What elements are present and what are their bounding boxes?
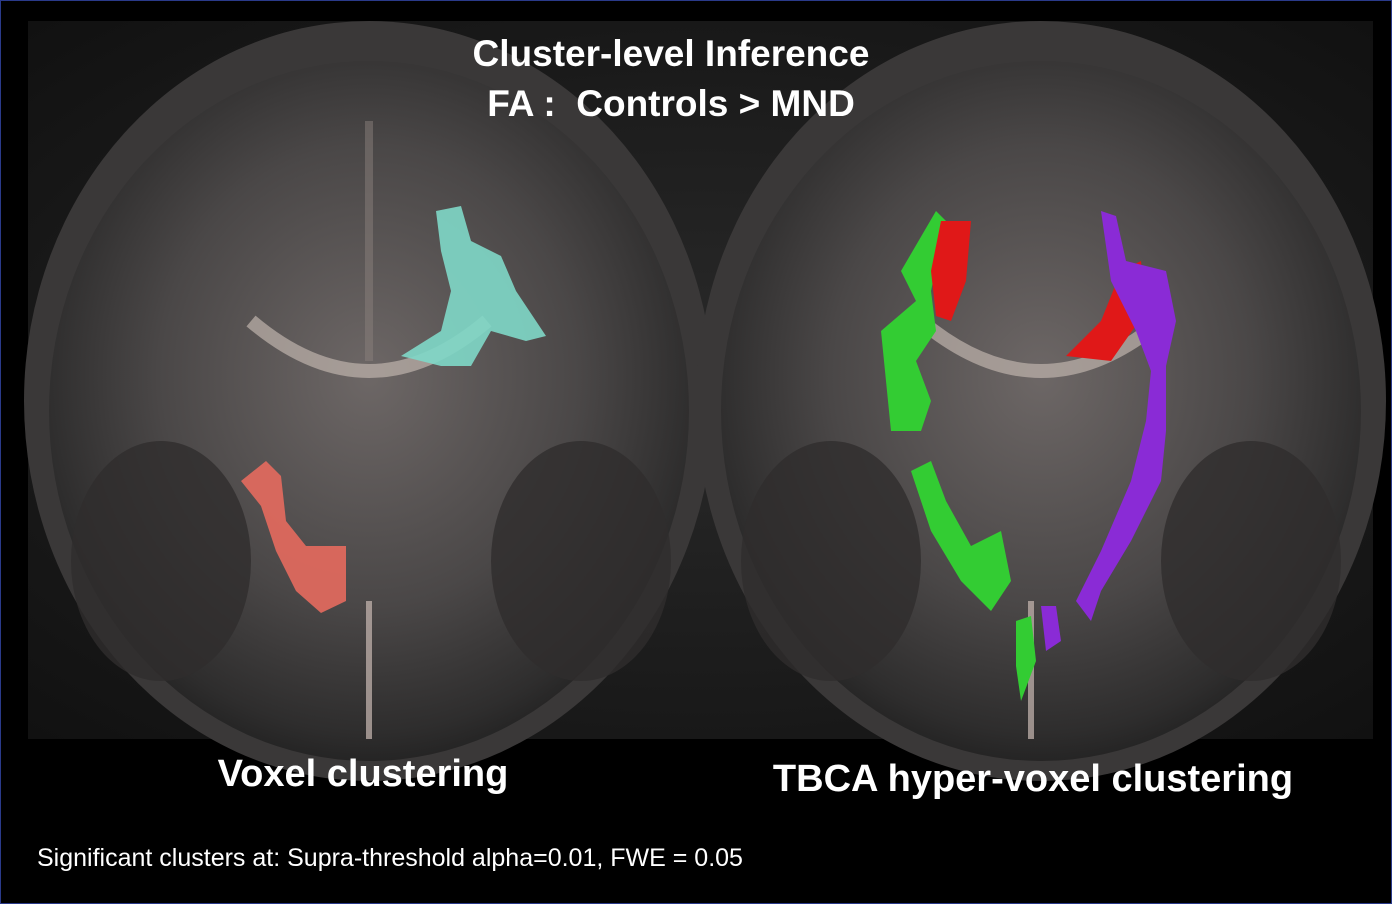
footnote: Significant clusters at: Supra-threshold… xyxy=(37,844,743,872)
title-line-2: FA : Controls > MND xyxy=(487,83,855,124)
panel-label: TBCA hyper-voxel clustering xyxy=(772,758,1294,800)
panel-label: Voxel clustering xyxy=(217,753,509,795)
left-brain xyxy=(24,21,714,781)
title-line-1: Cluster-level Inference xyxy=(472,33,870,74)
right-brain xyxy=(696,21,1386,781)
